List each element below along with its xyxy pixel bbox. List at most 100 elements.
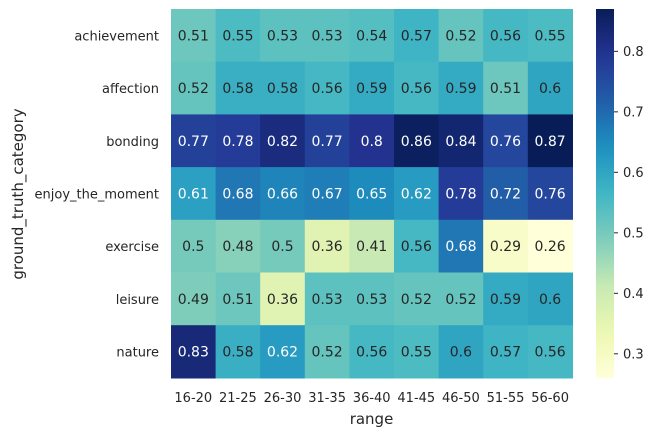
x-tick-label: 16-20 (174, 391, 212, 406)
cell-value-label: 0.87 (535, 134, 566, 150)
heatmap-cell (215, 9, 261, 63)
cell-value-label: 0.66 (267, 186, 298, 202)
x-tick-label: 26-30 (264, 391, 302, 406)
x-axis-label: range (350, 410, 394, 428)
heatmap-cell (171, 219, 217, 274)
heatmap-cells (171, 9, 573, 379)
x-tick-label: 36-40 (353, 391, 391, 406)
cell-value-label: 0.72 (490, 186, 521, 202)
cell-value-label: 0.56 (535, 345, 566, 361)
heatmap-cell (527, 167, 573, 221)
cell-value-label: 0.49 (178, 292, 209, 308)
cell-value-label: 0.53 (267, 28, 298, 44)
heatmap-cell (527, 61, 573, 115)
y-tick-label: leisure (116, 293, 159, 308)
cell-value-label: 0.82 (267, 134, 298, 150)
heatmap-cell (349, 61, 395, 115)
heatmap-cell (215, 325, 261, 379)
heatmap-cell (260, 114, 306, 168)
cell-value-label: 0.55 (401, 345, 432, 361)
heatmap-cell (527, 114, 573, 168)
heatmap-cell (483, 9, 529, 63)
heatmap-cell-labels: 0.51 0.55 0.53 0.53 0.54 0.57 0.52 0.56 0.55 0.52… (178, 28, 566, 360)
cell-value-label: 0.56 (490, 28, 521, 44)
cell-value-label: 0.68 (222, 186, 253, 202)
heatmap-cell (171, 325, 217, 379)
heatmap-cell (215, 167, 261, 221)
colorbar-tick-label: 0.4 (623, 287, 644, 302)
heatmap-cell (349, 272, 395, 326)
heatmap-cell (483, 114, 529, 168)
cell-value-label: 0.78 (222, 134, 253, 150)
y-tick-label: nature (116, 346, 159, 361)
heatmap-cell (260, 325, 306, 379)
cell-value-label: 0.56 (401, 81, 432, 97)
heatmap-cell (171, 114, 217, 168)
cell-value-label: 0.59 (490, 292, 521, 308)
heatmap-cell (171, 9, 217, 63)
heatmap-cell (304, 167, 350, 221)
x-tick-label: 31-35 (308, 391, 346, 406)
heatmap-cell (527, 9, 573, 63)
cell-value-label: 0.6 (539, 292, 561, 308)
heatmap-cell (483, 325, 529, 379)
heatmap-cell (483, 219, 529, 274)
colorbar-tick-label: 0.5 (623, 226, 644, 241)
heatmap-cell (483, 167, 529, 221)
cell-value-label: 0.52 (445, 28, 476, 44)
y-tick-label: achievement (74, 29, 159, 44)
cell-value-label: 0.52 (401, 292, 432, 308)
cell-value-label: 0.58 (267, 81, 298, 97)
cell-value-label: 0.53 (312, 292, 343, 308)
cell-value-label: 0.51 (490, 81, 521, 97)
heatmap-cell (483, 61, 529, 115)
cell-value-label: 0.52 (312, 345, 343, 361)
heatmap-cell (171, 272, 217, 326)
x-tick-label: 46-50 (442, 391, 480, 406)
y-tick-label: enjoy_the_moment (35, 187, 159, 202)
cell-value-label: 0.61 (178, 186, 209, 202)
cell-value-label: 0.56 (312, 81, 343, 97)
cell-value-label: 0.76 (535, 186, 566, 202)
cell-value-label: 0.58 (222, 345, 253, 361)
heatmap-cell (349, 167, 395, 221)
heatmap-cell (215, 272, 261, 326)
cell-value-label: 0.36 (312, 239, 343, 255)
cell-value-label: 0.78 (445, 186, 476, 202)
heatmap-cell (304, 272, 350, 326)
cell-value-label: 0.41 (356, 239, 387, 255)
cell-value-label: 0.26 (535, 239, 566, 255)
heatmap-cell (438, 325, 484, 379)
cell-value-label: 0.52 (445, 292, 476, 308)
heatmap-cell (394, 219, 440, 274)
cell-value-label: 0.5 (182, 239, 204, 255)
heatmap-cell (394, 325, 440, 379)
heatmap-cell (215, 219, 261, 274)
heatmap-cell (394, 272, 440, 326)
cell-value-label: 0.57 (490, 345, 521, 361)
y-axis-ticks: achievement affection bonding enjoy_the_mom… (35, 29, 159, 360)
colorbar-tick-label: 0.8 (623, 45, 644, 60)
heatmap-cell (260, 61, 306, 115)
heatmap-cell (438, 61, 484, 115)
heatmap-cell (349, 114, 395, 168)
cell-value-label: 0.58 (222, 81, 253, 97)
cell-value-label: 0.51 (222, 292, 253, 308)
y-axis-label: ground_truth_category (9, 108, 28, 279)
heatmap-cell (527, 325, 573, 379)
x-tick-label: 41-45 (397, 391, 435, 406)
cell-value-label: 0.56 (401, 239, 432, 255)
heatmap-cell (260, 167, 306, 221)
heatmap-cell (171, 61, 217, 115)
colorbar-ticks: 0.3 0.4 0.5 0.6 0.7 0.8 (614, 45, 644, 362)
cell-value-label: 0.52 (178, 81, 209, 97)
cell-value-label: 0.67 (312, 186, 343, 202)
cell-value-label: 0.5 (271, 239, 293, 255)
cell-value-label: 0.8 (361, 134, 383, 150)
heatmap-cell (260, 219, 306, 274)
cell-value-label: 0.48 (222, 239, 253, 255)
cell-value-label: 0.29 (490, 239, 521, 255)
x-axis-ticks: 16-20 21-25 26-30 31-35 36-40 41-45 46-50 51-55… (174, 391, 569, 406)
cell-value-label: 0.62 (401, 186, 432, 202)
heatmap-cell (438, 167, 484, 221)
